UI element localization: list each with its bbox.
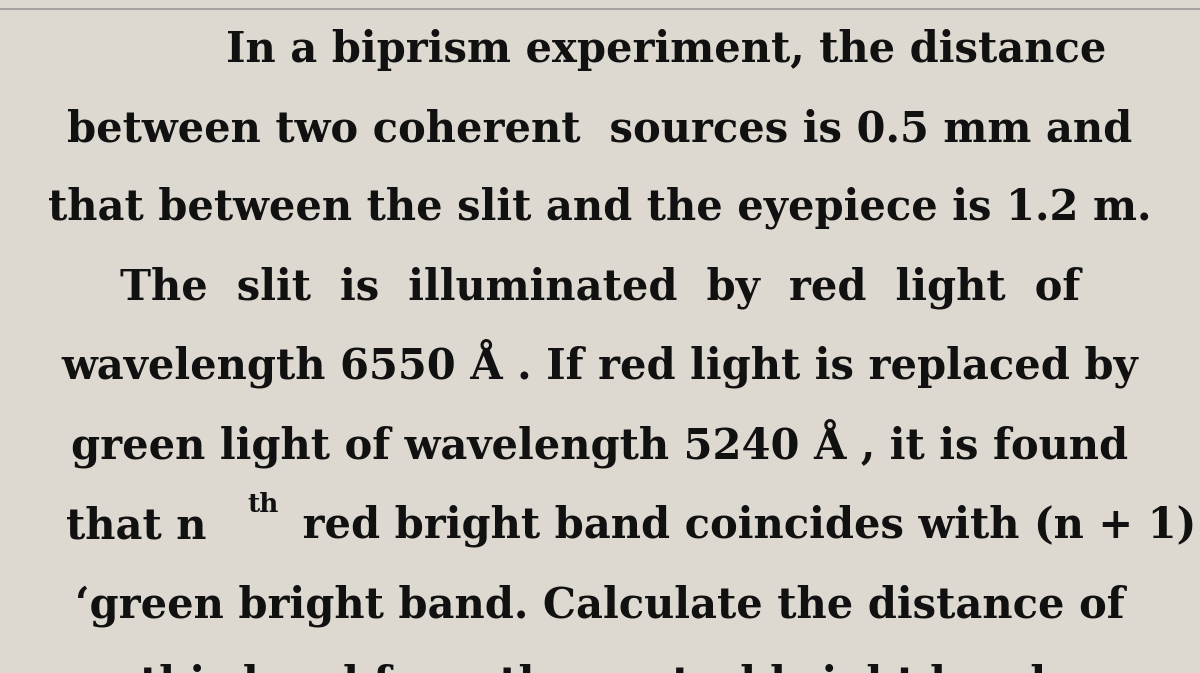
Text: th: th: [247, 492, 278, 517]
Text: that n: that n: [66, 505, 206, 547]
Text: In a biprism experiment, the distance: In a biprism experiment, the distance: [226, 29, 1106, 71]
Text: green light of wavelength 5240 Å , it is found: green light of wavelength 5240 Å , it is…: [72, 418, 1128, 468]
Text: wavelength 6550 Å . If red light is replaced by: wavelength 6550 Å . If red light is repl…: [61, 339, 1139, 388]
Text: red bright band coincides with (n + 1): red bright band coincides with (n + 1): [288, 505, 1196, 547]
Text: between two coherent  sources is 0.5 mm and: between two coherent sources is 0.5 mm a…: [67, 108, 1133, 150]
Text: The  slit  is  illuminated  by  red  light  of: The slit is illuminated by red light of: [120, 267, 1080, 309]
Text: ‘green bright band. Calculate the distance of: ‘green bright band. Calculate the distan…: [76, 584, 1124, 627]
Text: this band from the central bright band.: this band from the central bright band.: [139, 664, 1061, 673]
Text: that between the slit and the eyepiece is 1.2 m.: that between the slit and the eyepiece i…: [48, 187, 1152, 229]
